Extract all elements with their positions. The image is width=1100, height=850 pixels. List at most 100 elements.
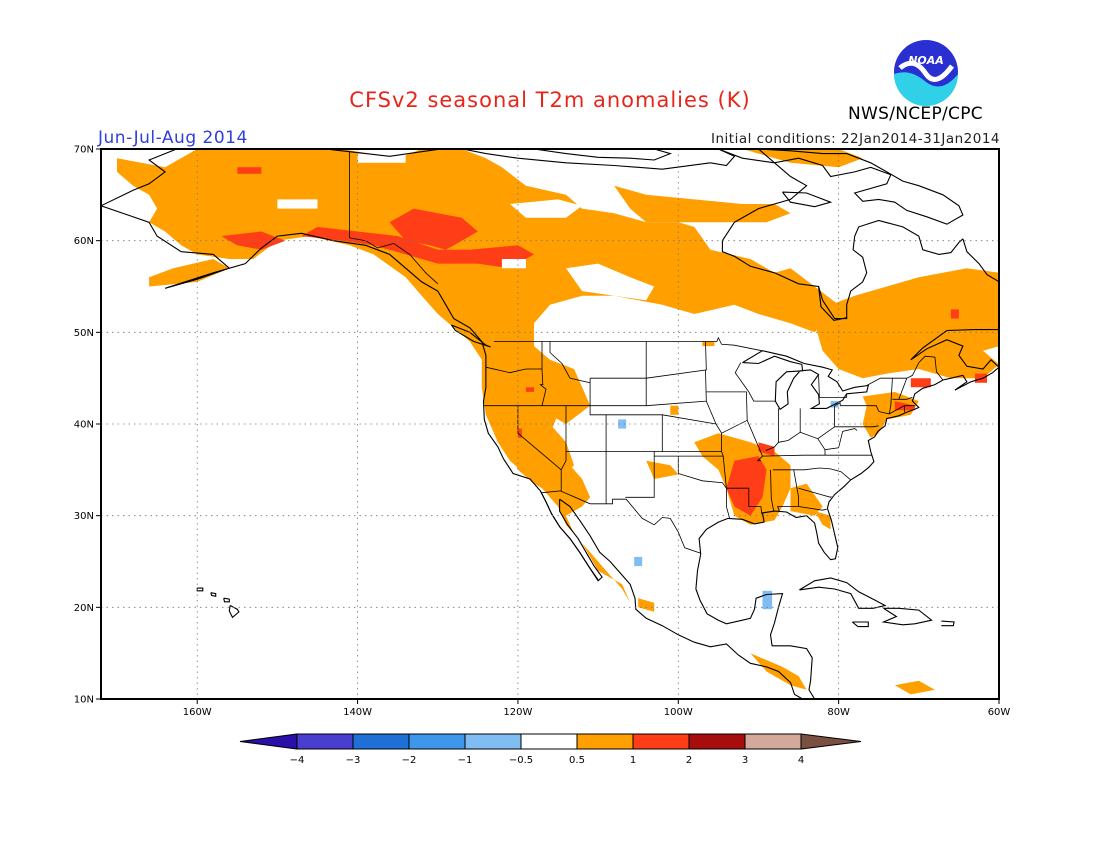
legend-swatch	[408, 733, 466, 750]
legend-arrow-left	[239, 733, 298, 750]
lon-tick-label: 60W	[988, 707, 1011, 718]
legend-label: 0.5	[569, 755, 585, 766]
lat-tick-label: 20N	[74, 603, 94, 614]
maui-coast	[223, 597, 230, 603]
border-line	[892, 397, 913, 400]
border-line	[485, 366, 542, 374]
interior-neutral-4	[566, 263, 655, 301]
hispaniola-coast	[881, 607, 933, 626]
border-line	[493, 336, 762, 352]
chart-title: CFSv2 seasonal T2m anomalies (K)	[349, 88, 751, 112]
anomaly-cells	[117, 149, 999, 695]
southampton-island	[782, 191, 833, 208]
legend-label: 4	[798, 755, 804, 766]
lon-tick-label: 120W	[503, 707, 532, 718]
james-bay-coast	[818, 286, 847, 322]
hawaii-big-island	[228, 605, 240, 619]
quebec-anomaly	[814, 268, 999, 379]
florida-anomaly	[814, 511, 831, 530]
noaa-logo-icon: NOAA	[894, 40, 958, 106]
interior-neutral-1	[277, 199, 318, 209]
legend-swatch	[296, 733, 354, 750]
legend-swatch	[744, 733, 802, 750]
border-line	[778, 408, 801, 443]
agency-label: NWS/NCEP/CPC	[848, 104, 983, 124]
graticule	[101, 149, 999, 699]
nebraska-anomaly	[670, 405, 679, 415]
legend-label: −0.5	[509, 755, 533, 766]
baffin-coast	[758, 149, 964, 225]
legend-label: −4	[290, 755, 305, 766]
border-line	[722, 456, 727, 489]
border-line	[646, 341, 707, 379]
legend-swatch	[688, 733, 746, 750]
border-line	[762, 454, 872, 457]
border-line	[798, 487, 832, 498]
lat-tick-label: 70N	[74, 145, 94, 156]
border-line	[662, 423, 722, 452]
jamaica-coast	[851, 621, 869, 628]
baja-coast	[539, 490, 603, 582]
gulf-mexico-coast	[695, 554, 816, 699]
legend-label: −3	[346, 755, 361, 766]
logo-text: NOAA	[908, 54, 944, 67]
legend-label: −1	[458, 755, 473, 766]
border-line	[765, 408, 779, 451]
lat-tick-label: 40N	[74, 420, 94, 431]
border-line	[770, 469, 775, 512]
coastlines	[101, 149, 999, 699]
labrador-hot-anomaly	[950, 309, 959, 319]
axis-ticks: 70N 60N 50N 40N 30N 20N 10N 160W 140W 120W 100W 80W…	[74, 145, 1011, 719]
border-line	[898, 378, 908, 400]
legend-swatch	[576, 733, 634, 750]
bc-hot-anomaly	[301, 226, 534, 269]
border-line	[726, 487, 763, 514]
lon-tick-label: 80W	[827, 707, 850, 718]
legend-swatch	[464, 733, 522, 750]
border-line	[772, 467, 851, 481]
border-line	[746, 420, 763, 462]
border-line	[541, 490, 701, 554]
border-line	[818, 375, 848, 398]
border-line	[889, 405, 915, 415]
border-line	[706, 391, 748, 434]
arctic-mainland	[710, 149, 736, 167]
caribbean-anomaly	[894, 680, 935, 695]
us-gulf-coast	[698, 238, 999, 561]
lon-tick-label: 160W	[183, 707, 212, 718]
atlantic-canada-anomaly	[918, 350, 999, 379]
interior-neutral-3	[509, 199, 583, 218]
missouri-hot-anomaly	[758, 442, 775, 457]
oahu-coast	[210, 592, 217, 597]
lon-tick-label: 100W	[664, 707, 693, 718]
alaska-anomaly	[117, 149, 839, 603]
gulf-mexico-anomaly	[638, 598, 655, 612]
lat-tick-label: 30N	[74, 511, 94, 522]
legend-label: −2	[402, 755, 417, 766]
great-lakes	[742, 350, 870, 411]
maine-hot-anomaly	[910, 378, 931, 388]
cuba-coast	[799, 577, 887, 609]
border-line	[734, 362, 750, 393]
border-line	[565, 405, 607, 452]
southwest-us-anomaly	[501, 405, 575, 493]
lon-tick-label: 140W	[343, 707, 372, 718]
legend-swatch	[632, 733, 690, 750]
southeast-anomaly	[790, 483, 823, 516]
interior-neutral-6	[501, 259, 526, 269]
border-line	[800, 405, 835, 440]
legend-swatch	[352, 733, 410, 750]
border-line	[817, 428, 858, 451]
state-borders	[349, 151, 944, 554]
border-line	[840, 378, 893, 415]
arctic-islands-anomaly-1	[614, 185, 791, 223]
aleutian-anomaly	[149, 259, 230, 287]
legend-arrow-right	[800, 733, 862, 750]
lat-tick-label: 50N	[74, 328, 94, 339]
border-line	[748, 391, 777, 402]
gulf-california-coast	[559, 498, 803, 699]
forecast-period: Jun-Jul-Aug 2014	[98, 128, 248, 148]
border-line	[866, 355, 944, 386]
